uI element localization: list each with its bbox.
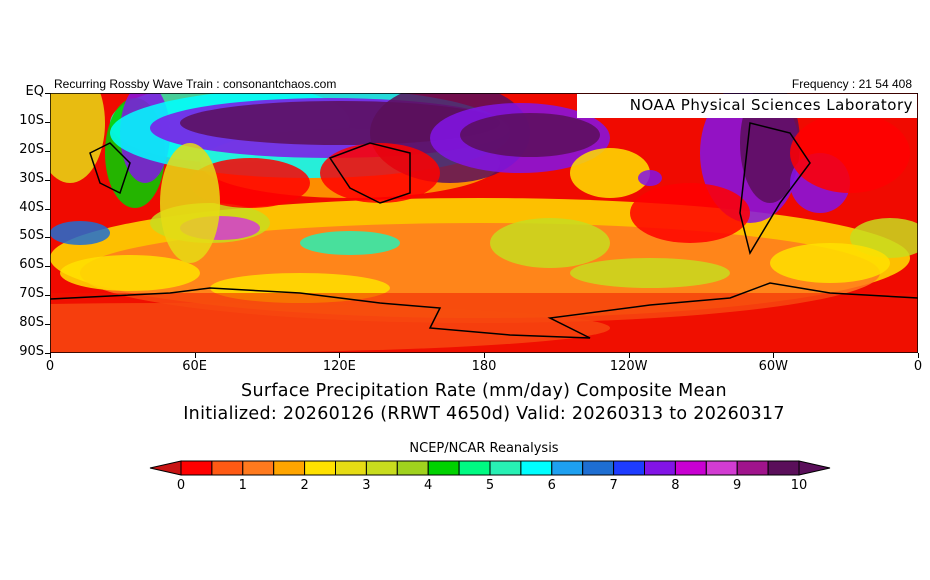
colorbar-tick-label: 2 <box>300 478 309 493</box>
precip-region <box>490 218 610 268</box>
lat-label: 50S <box>19 228 44 244</box>
lon-label: 180 <box>471 359 497 374</box>
lat-label: 90S <box>19 344 44 359</box>
precip-region <box>60 255 200 291</box>
colorbar-tick-label: 7 <box>609 478 618 493</box>
lon-label: 120W <box>609 359 648 374</box>
colorbar-over-arrow <box>798 460 831 476</box>
colorbar-tick-label: 3 <box>362 478 371 493</box>
precip-region <box>460 113 600 157</box>
colorbar-swatch <box>427 460 460 476</box>
precipitation-map <box>50 93 918 353</box>
chart-title: Surface Precipitation Rate (mm/day) Comp… <box>241 381 727 401</box>
precip-region <box>160 143 220 263</box>
colorbar-swatch <box>613 460 646 476</box>
precip-region <box>740 93 800 203</box>
lon-tick <box>339 353 341 358</box>
lat-tick <box>45 179 50 181</box>
australia-coastline <box>328 142 411 204</box>
antarctica-coastline <box>50 282 918 339</box>
precip-region <box>300 231 400 255</box>
lat-label: 40S <box>19 199 44 215</box>
lon-tick <box>628 353 630 358</box>
precip-region <box>770 243 890 283</box>
precip-region <box>50 93 105 183</box>
colorbar-swatch <box>242 460 275 476</box>
colorbar-under-arrow <box>149 460 182 476</box>
lon-label: 60W <box>758 359 789 374</box>
lat-tick <box>45 353 50 354</box>
south-america-coastline <box>739 122 811 255</box>
colorbar-swatch <box>674 460 707 476</box>
lon-tick <box>773 353 775 358</box>
colorbar-tick-label: 6 <box>547 478 556 493</box>
precip-region <box>570 258 730 288</box>
lat-label: 10S <box>19 112 44 128</box>
data-source-label: NCEP/NCAR Reanalysis <box>409 441 559 456</box>
lat-tick <box>45 295 50 297</box>
colorbar-tick-label: 4 <box>424 478 433 493</box>
chart-subtitle: Initialized: 20260126 (RRWT 4650d) Valid… <box>183 404 785 424</box>
colorbar-swatch <box>180 460 213 476</box>
lon-label: 0 <box>45 359 55 374</box>
precip-region <box>570 148 650 198</box>
header-frequency-text: Frequency : 21 54 408 <box>791 77 912 91</box>
precip-region <box>50 221 110 245</box>
colorbar-swatch <box>551 460 584 476</box>
colorbar-swatch <box>365 460 398 476</box>
antarctic-region <box>50 293 918 353</box>
lon-tick <box>918 353 919 358</box>
lon-label: 120E <box>322 359 356 374</box>
colorbar-tick-label: 0 <box>176 478 186 493</box>
lon-label: 0 <box>913 359 923 374</box>
colorbar-tick-label: 9 <box>733 478 742 493</box>
lat-label: 70S <box>19 286 44 302</box>
colorbar-tick-label: 5 <box>485 478 495 493</box>
colorbar <box>149 460 831 476</box>
colorbar-swatch <box>736 460 769 476</box>
precip-region <box>320 143 440 203</box>
colorbar-swatch <box>304 460 337 476</box>
lon-tick <box>50 353 51 358</box>
precip-region <box>630 183 750 243</box>
colorbar-swatch <box>211 460 244 476</box>
colorbar-tick-label: 8 <box>671 478 680 493</box>
lon-tick <box>194 353 196 358</box>
africa-coastline <box>89 142 131 195</box>
lat-tick <box>45 150 50 152</box>
noaa-label: NOAA Physical Sciences Laboratory <box>577 94 917 118</box>
lat-label: 20S <box>19 141 44 157</box>
colorbar-tick-label: 1 <box>238 478 247 493</box>
colorbar-swatch <box>273 460 306 476</box>
colorbar-swatch <box>767 460 800 476</box>
lat-tick <box>45 208 50 210</box>
colorbar-swatch <box>644 460 676 476</box>
precip-region <box>638 170 662 186</box>
colorbar-swatch <box>705 460 738 476</box>
lat-tick <box>45 121 50 123</box>
lat-label: 60S <box>19 257 44 273</box>
lat-label: EQ <box>25 84 44 99</box>
lat-tick <box>45 93 50 94</box>
lon-label: 60E <box>182 359 208 374</box>
colorbar-swatch <box>520 460 553 476</box>
colorbar-tick-label: 10 <box>790 478 808 493</box>
lat-tick <box>45 324 50 326</box>
colorbar-swatch <box>489 460 522 476</box>
colorbar-swatch <box>335 460 367 476</box>
colorbar-swatch <box>582 460 615 476</box>
precip-region <box>790 113 910 193</box>
colorbar-swatch <box>396 460 429 476</box>
lat-tick <box>45 237 50 239</box>
lon-tick <box>484 353 485 358</box>
colorbar-swatch <box>458 460 491 476</box>
lat-label: 80S <box>19 315 44 331</box>
header-left-text: Recurring Rossby Wave Train : consonantc… <box>54 77 337 91</box>
precip-region <box>190 158 310 208</box>
lat-label: 30S <box>19 170 44 186</box>
lat-tick <box>45 266 50 268</box>
